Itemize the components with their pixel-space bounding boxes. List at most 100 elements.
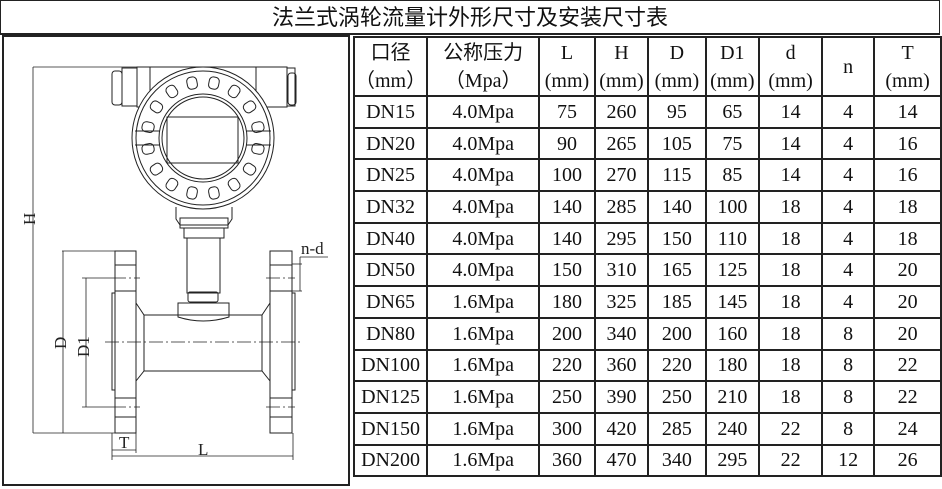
table-row: DN20 4.0Mpa 90 265 105 75 14 4 16 (352, 126, 942, 161)
flowmeter-dimension-drawing: H D D1 T L n-d (2, 35, 350, 486)
header-cell: D1 (mm) (704, 36, 761, 97)
table-cell: 4 (821, 95, 876, 129)
table-cell: 140 (647, 190, 707, 224)
header-label: D1 (720, 41, 745, 64)
drawing-frame (2, 35, 350, 486)
table-cell: 105 (647, 126, 707, 161)
table-cell: 24 (873, 411, 942, 446)
bolt-icon (149, 162, 164, 176)
table-cell: 310 (593, 253, 650, 288)
table-cell: 180 (704, 348, 761, 383)
bolt-icon (242, 100, 257, 114)
table-cell: DN80 (352, 316, 429, 351)
header-label: n (843, 55, 854, 78)
table-cell: 180 (538, 285, 596, 319)
table-cell: 200 (647, 316, 707, 351)
table-cell: 4 (821, 285, 876, 319)
table-cell: DN100 (352, 348, 429, 383)
table-cell: 360 (593, 348, 650, 383)
table-cell: 75 (704, 126, 761, 161)
table-cell: DN20 (352, 126, 429, 161)
table-cell: 150 (647, 221, 707, 256)
header-cell: T (mm) (873, 36, 942, 97)
table-row: DN80 1.6Mpa 200 340 200 160 18 8 20 (352, 316, 942, 351)
table-cell: 16 (873, 126, 942, 161)
bolt-icon (165, 177, 179, 192)
bolt-icon (227, 177, 241, 192)
table-cell: 8 (821, 348, 876, 383)
neck (175, 207, 233, 322)
bolt-icon (208, 76, 220, 90)
header-cell: L (mm) (538, 36, 596, 97)
table-cell: 85 (704, 158, 761, 193)
bolt-icon (141, 121, 155, 133)
header-cell: D (mm) (647, 36, 707, 97)
table-cell: 340 (593, 316, 650, 351)
table-cell: 260 (593, 95, 650, 129)
table-cell: 150 (538, 253, 596, 288)
label-h: H (20, 213, 39, 225)
header-label: 口径 (370, 41, 411, 64)
table-cell: 18 (758, 253, 824, 288)
table-row: DN125 1.6Mpa 250 390 250 210 18 8 22 (352, 380, 942, 414)
table-cell: 1.6Mpa (426, 285, 541, 319)
bolt-icon (251, 143, 265, 155)
table-cell: 200 (538, 316, 596, 351)
header-cell: 口径 （mm） (352, 36, 429, 97)
label-d: D (51, 337, 70, 349)
table-cell: 20 (873, 316, 942, 351)
table-cell: 240 (704, 411, 761, 446)
table-row: DN32 4.0Mpa 140 285 140 100 18 4 18 (352, 190, 942, 224)
bolt-icon (149, 100, 164, 114)
table-cell: 4.0Mpa (426, 126, 541, 161)
header-label: T (901, 41, 914, 64)
table-cell: 14 (758, 126, 824, 161)
table-row: DN65 1.6Mpa 180 325 185 145 18 4 20 (352, 285, 942, 319)
header-unit: （Mpa） (444, 69, 522, 92)
table-cell: DN40 (352, 221, 429, 256)
table-cell: 220 (647, 348, 707, 383)
table-cell: 14 (758, 95, 824, 129)
bolt-icon (186, 186, 198, 200)
header-row: 口径 （mm） 公称压力 （Mpa） L (mm) H (mm) D (mm) D1 (mm) d (mm… (352, 36, 942, 97)
header-unit: (mm) (654, 69, 700, 92)
table-cell: 470 (593, 443, 650, 478)
label-t: T (119, 433, 130, 452)
table-row: DN25 4.0Mpa 100 270 115 85 14 4 16 (352, 158, 942, 193)
table-cell: 4.0Mpa (426, 221, 541, 256)
table-cell: 160 (704, 316, 761, 351)
header-unit: (mm) (710, 69, 755, 92)
header-cell: H (mm) (593, 36, 650, 97)
table-cell: 265 (593, 126, 650, 161)
table-cell: DN125 (352, 380, 429, 414)
table-cell: 270 (593, 158, 650, 193)
header-label: D (669, 41, 685, 64)
table-cell: DN65 (352, 285, 429, 319)
table-cell: 18 (873, 190, 942, 224)
table-cell: DN150 (352, 411, 429, 446)
dimension-table: 口径 （mm） 公称压力 （Mpa） L (mm) H (mm) D (mm) D1 (mm) d (mm… (352, 36, 942, 478)
table-cell: 285 (593, 190, 650, 224)
table-cell: 65 (704, 95, 761, 129)
table-cell: 22 (758, 443, 824, 478)
table-cell: 16 (873, 158, 942, 193)
header-cell: d (mm) (758, 36, 824, 97)
header-cell: 公称压力 （Mpa） (426, 36, 541, 97)
table-row: DN40 4.0Mpa 140 295 150 110 18 4 18 (352, 221, 942, 256)
header-label: H (614, 41, 629, 64)
table-cell: 140 (538, 190, 596, 224)
dimension-lines (32, 66, 328, 460)
table-cell: 185 (647, 285, 707, 319)
cover-bolts (141, 76, 265, 200)
table-cell: 18 (758, 380, 824, 414)
table-cell: 250 (538, 380, 596, 414)
label-l: L (198, 440, 208, 459)
table-cell: 125 (704, 253, 761, 288)
table-cell: 420 (593, 411, 650, 446)
table-cell: 4 (821, 126, 876, 161)
table-cell: 22 (873, 380, 942, 414)
table-cell: 18 (758, 221, 824, 256)
table-cell: 220 (538, 348, 596, 383)
table-cell: DN50 (352, 253, 429, 288)
bolt-icon (242, 162, 257, 176)
